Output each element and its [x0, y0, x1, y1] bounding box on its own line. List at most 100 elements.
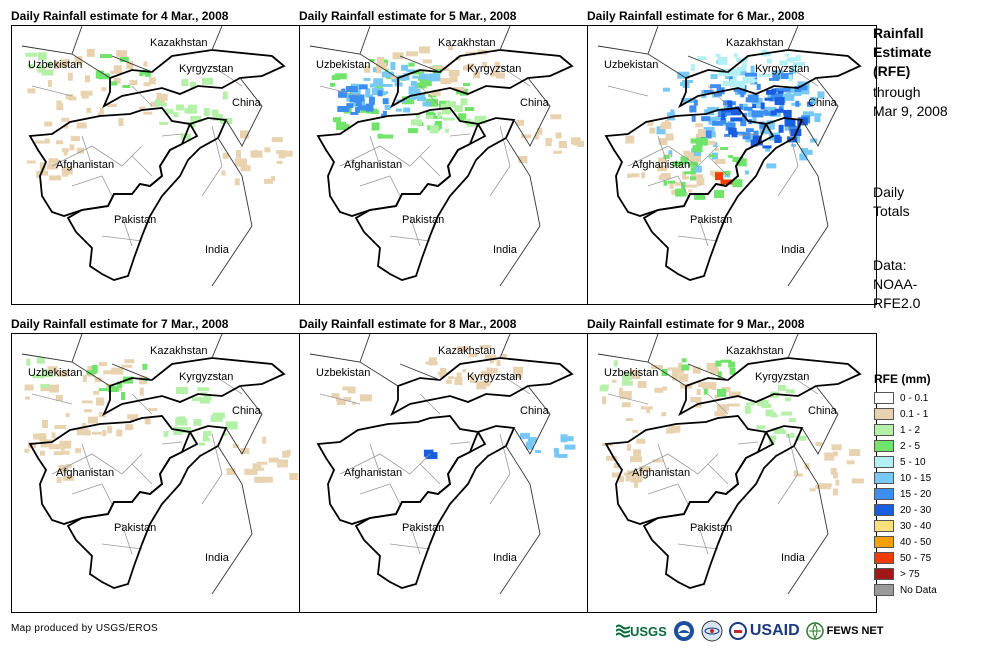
rainfall-cell	[672, 161, 683, 167]
rainfall-cell	[232, 443, 239, 448]
usaid-seal-icon	[728, 622, 747, 640]
rainfall-cell	[714, 148, 719, 152]
rainfall-cell	[709, 154, 716, 158]
rainfall-cell	[756, 83, 761, 90]
rainfall-cell	[254, 467, 264, 471]
rainfall-cell	[203, 395, 212, 401]
rainfall-cell	[428, 357, 437, 366]
rainfall-cell	[425, 115, 434, 120]
rainfall-cell	[143, 111, 153, 115]
rainfall-cell	[681, 364, 690, 371]
rainfall-cell	[98, 412, 106, 418]
rainfall-cell	[444, 68, 449, 71]
rainfall-cell	[832, 451, 838, 457]
rainfall-cell	[672, 367, 685, 374]
legend-label: 15 - 20	[900, 488, 932, 500]
rainfall-cell	[787, 86, 795, 93]
rainfall-cell	[179, 416, 186, 422]
rainfall-cell	[770, 110, 777, 116]
rainfall-cell	[369, 59, 375, 62]
rainfall-cell	[173, 426, 183, 435]
legend-swatch	[874, 424, 894, 436]
rainfall-cell	[728, 155, 734, 158]
map-label-kyrgyzstan: Kyrgyzstan	[467, 63, 522, 75]
rainfall-cell	[285, 150, 293, 157]
rainfall-cell	[772, 74, 781, 80]
rainfall-cell	[761, 403, 772, 408]
rainfall-cell	[802, 111, 814, 117]
rainfall-map-panel: Daily Rainfall estimate for 7 Mar., 2008…	[11, 316, 301, 619]
country-borders	[21, 334, 263, 595]
rainfall-cell	[252, 463, 259, 471]
rainfall-cell	[764, 111, 775, 116]
rainfall-cell	[35, 140, 47, 144]
rainfall-cell	[739, 103, 744, 110]
kyrgyzstan-border	[390, 49, 574, 109]
rainfall-cell	[744, 405, 751, 414]
rainfall-cell	[715, 53, 721, 57]
rainfall-cell	[741, 62, 747, 69]
rainfall-cell	[382, 110, 387, 116]
rainfall-cell	[625, 418, 633, 421]
rainfall-cell	[698, 382, 705, 388]
rainfall-cell	[276, 160, 283, 164]
rainfall-cell	[445, 101, 456, 108]
rainfall-cell	[43, 369, 50, 377]
rainfall-cell	[419, 73, 428, 80]
rainfall-cell	[93, 390, 100, 395]
rainfall-cell	[668, 180, 675, 184]
rainfall-cell	[453, 105, 463, 113]
rainfall-cell	[831, 444, 842, 451]
map-label-pakistan: Pakistan	[402, 214, 445, 226]
rainfall-cell	[789, 418, 797, 423]
rainfall-cell	[810, 138, 818, 143]
rainfall-cell	[545, 140, 552, 147]
map-label-pakistan: Pakistan	[114, 214, 157, 226]
rainfall-cell	[662, 386, 667, 391]
rainfall-cell	[350, 112, 359, 115]
legend-heading-line2: Estimate	[873, 44, 932, 60]
rainfall-cell	[286, 449, 291, 456]
map-label-kazakhstan: Kazakhstan	[726, 345, 784, 357]
kyrgyzstan-border	[102, 49, 286, 109]
rainfall-cell	[437, 371, 449, 375]
rainfall-cell	[384, 104, 391, 110]
kyrgyzstan-border	[102, 357, 286, 417]
rainfall-cell	[56, 103, 64, 111]
rainfall-cell	[59, 440, 72, 449]
rainfall-cell	[682, 171, 687, 180]
rainfall-cell	[622, 377, 630, 382]
rainfall-cell	[56, 477, 62, 483]
rainfall-cell	[703, 89, 714, 93]
rainfall-cell	[377, 57, 384, 65]
rainfall-cell	[197, 387, 210, 392]
rainfall-cell	[369, 83, 376, 88]
rainfall-cell	[222, 91, 228, 100]
rainfall-cell	[69, 144, 75, 151]
rainfall-cell	[717, 56, 728, 65]
rainfall-cell	[256, 461, 268, 465]
rainfall-cell	[728, 361, 736, 368]
rainfall-cell	[403, 107, 411, 113]
rainfall-cell	[613, 360, 618, 367]
rainfall-cell	[343, 396, 352, 401]
rainfall-cell	[785, 389, 795, 394]
rainfall-cell	[432, 65, 442, 74]
map-label-uzbekistan: Uzbekistan	[604, 59, 659, 71]
rainfall-cell	[25, 52, 38, 57]
rainfall-cell	[846, 460, 855, 465]
rainfall-cell	[752, 115, 757, 124]
rainfall-cell	[637, 381, 647, 388]
usgs-text: USGS	[630, 623, 667, 639]
country-borders	[597, 26, 839, 287]
rainfall-cell	[441, 103, 446, 108]
rainfall-cell	[682, 80, 693, 83]
rainfall-cell	[677, 71, 690, 79]
rainfall-cell	[391, 79, 399, 83]
rainfall-cell	[91, 431, 102, 435]
rainfall-cell	[750, 65, 755, 74]
map-frame: Kazakhstan Uzbekistan Kyrgyzstan China Afgha…	[299, 333, 589, 613]
rainfall-cell	[732, 75, 737, 84]
map-label-kazakhstan: Kazakhstan	[438, 345, 496, 357]
rainfall-cell	[182, 426, 191, 433]
